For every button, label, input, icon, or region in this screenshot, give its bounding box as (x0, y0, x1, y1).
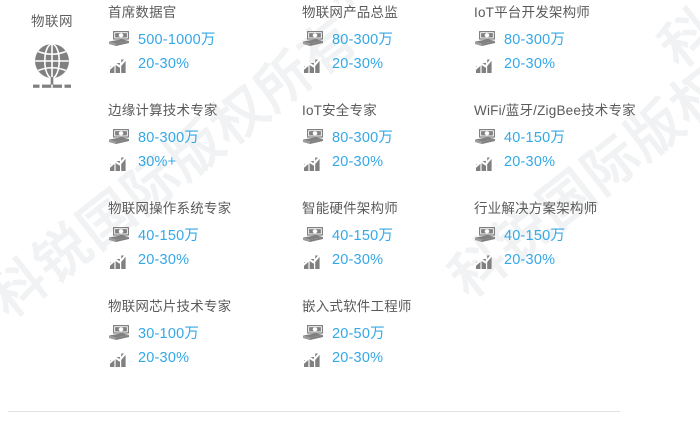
role-card[interactable]: 边缘计算技术专家 80-300万 (108, 102, 284, 173)
salary-metric: 30-100万 (108, 323, 284, 345)
growth-chart-icon (108, 253, 128, 269)
role-title: 物联网芯片技术专家 (108, 299, 232, 314)
salary-value: 40-150万 (332, 228, 394, 244)
salary-metric: 500-1000万 (108, 29, 284, 51)
salary-metric: 80-300万 (474, 29, 650, 51)
role-title: 物联网操作系统专家 (108, 201, 232, 216)
salary-metric: 40-150万 (474, 225, 650, 247)
growth-value: 20-30% (138, 252, 190, 268)
growth-value: 20-30% (504, 154, 556, 170)
salary-metric: 80-300万 (302, 127, 478, 149)
salary-metric: 40-150万 (474, 127, 650, 149)
card-row: 首席数据官 500-1000万 (108, 4, 694, 102)
role-card[interactable]: 首席数据官 500-1000万 (108, 4, 284, 75)
growth-value: 20-30% (138, 56, 190, 72)
growth-value: 20-30% (504, 56, 556, 72)
salary-metric: 40-150万 (302, 225, 478, 247)
growth-value: 20-30% (138, 350, 190, 366)
growth-value: 20-30% (332, 154, 384, 170)
salary-value: 40-150万 (504, 130, 566, 146)
salary-metric: 40-150万 (108, 225, 284, 247)
salary-value: 30-100万 (138, 326, 200, 342)
growth-value: 20-30% (504, 252, 556, 268)
salary-metric: 80-300万 (302, 29, 478, 51)
role-title: WiFi/蓝牙/ZigBee技术专家 (474, 103, 636, 118)
card-row: 边缘计算技术专家 80-300万 (108, 102, 694, 200)
role-card-grid: 首席数据官 500-1000万 (108, 4, 694, 396)
role-title: IoT安全专家 (302, 103, 377, 118)
money-stack-icon (303, 325, 323, 340)
money-stack-icon (109, 227, 129, 242)
role-card[interactable]: 物联网芯片技术专家 30-100万 (108, 298, 284, 369)
growth-value: 20-30% (332, 56, 384, 72)
growth-chart-icon (302, 253, 322, 269)
salary-value: 80-300万 (138, 130, 200, 146)
money-stack-icon (303, 227, 323, 242)
category-label: 物联网 (31, 14, 73, 29)
role-title: 智能硬件架构师 (302, 201, 398, 216)
money-stack-icon (475, 31, 495, 46)
card-row: 物联网芯片技术专家 30-100万 (108, 298, 694, 396)
role-card[interactable]: 物联网产品总监 80-300万 (302, 4, 478, 75)
growth-chart-icon (302, 351, 322, 367)
growth-metric: 20-30% (302, 151, 478, 173)
salary-value: 500-1000万 (138, 32, 216, 48)
growth-metric: 20-30% (302, 53, 478, 75)
growth-value: 20-30% (332, 252, 384, 268)
role-card[interactable]: 嵌入式软件工程师 20-50万 (302, 298, 478, 369)
role-card[interactable]: 行业解决方案架构师 40-150万 (474, 200, 650, 271)
growth-chart-icon (108, 351, 128, 367)
money-stack-icon (109, 325, 129, 340)
card-row: 物联网操作系统专家 40-150万 (108, 200, 694, 298)
growth-metric: 20-30% (108, 53, 284, 75)
growth-chart-icon (108, 57, 128, 73)
growth-value: 20-30% (332, 350, 384, 366)
role-card[interactable]: IoT安全专家 80-300万 (302, 102, 478, 173)
growth-metric: 30%+ (108, 151, 284, 173)
salary-value: 80-300万 (504, 32, 566, 48)
growth-chart-icon (108, 155, 128, 171)
salary-value: 40-150万 (504, 228, 566, 244)
money-stack-icon (475, 227, 495, 242)
growth-value: 30%+ (138, 154, 177, 170)
growth-chart-icon (302, 155, 322, 171)
growth-chart-icon (474, 155, 494, 171)
growth-chart-icon (474, 57, 494, 73)
money-stack-icon (475, 129, 495, 144)
growth-metric: 20-30% (108, 347, 284, 369)
salary-metric: 20-50万 (302, 323, 478, 345)
role-title: 边缘计算技术专家 (108, 103, 218, 118)
salary-value: 80-300万 (332, 130, 394, 146)
money-stack-icon (303, 129, 323, 144)
role-title: IoT平台开发架构师 (474, 5, 591, 20)
role-card[interactable]: 物联网操作系统专家 40-150万 (108, 200, 284, 271)
growth-metric: 20-30% (108, 249, 284, 271)
role-card[interactable]: 智能硬件架构师 40-150万 (302, 200, 478, 271)
role-card[interactable]: WiFi/蓝牙/ZigBee技术专家 40-150万 (474, 102, 650, 173)
growth-metric: 20-30% (474, 53, 650, 75)
salary-metric: 80-300万 (108, 127, 284, 149)
category-block: 物联网 (0, 0, 104, 92)
bottom-divider (8, 411, 620, 412)
money-stack-icon (109, 31, 129, 46)
salary-value: 20-50万 (332, 326, 385, 342)
globe-network-icon (0, 42, 104, 92)
role-title: 行业解决方案架构师 (474, 201, 598, 216)
salary-value: 80-300万 (332, 32, 394, 48)
role-card[interactable]: IoT平台开发架构师 80-300万 (474, 4, 650, 75)
role-title: 嵌入式软件工程师 (302, 299, 412, 314)
growth-metric: 20-30% (302, 249, 478, 271)
money-stack-icon (303, 31, 323, 46)
growth-metric: 20-30% (474, 249, 650, 271)
growth-metric: 20-30% (474, 151, 650, 173)
growth-chart-icon (474, 253, 494, 269)
role-title: 物联网产品总监 (302, 5, 398, 20)
role-title: 首席数据官 (108, 5, 177, 20)
growth-chart-icon (302, 57, 322, 73)
growth-metric: 20-30% (302, 347, 478, 369)
money-stack-icon (109, 129, 129, 144)
salary-value: 40-150万 (138, 228, 200, 244)
